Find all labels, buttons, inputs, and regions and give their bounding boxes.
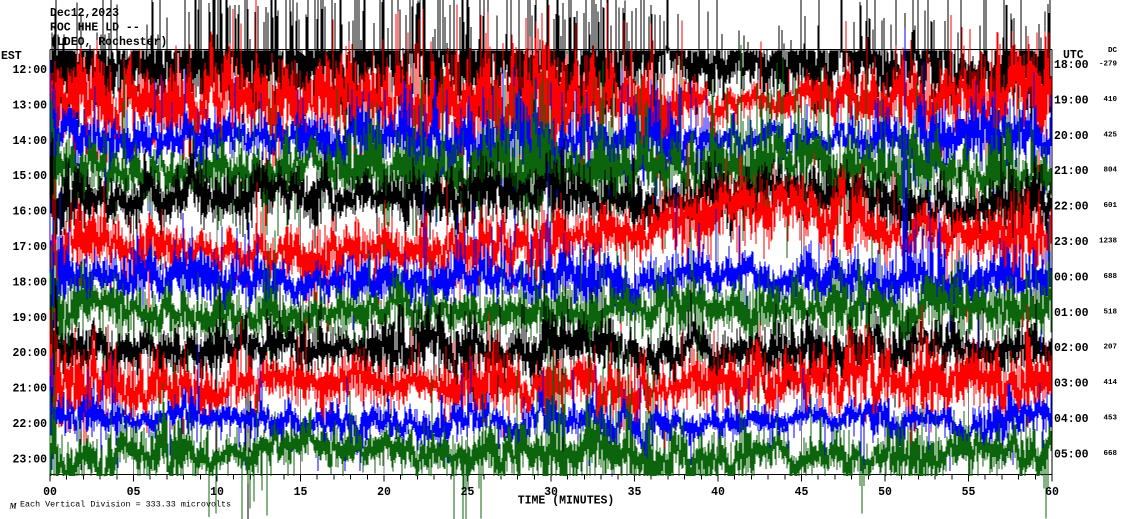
svg-text:23:00: 23:00 (1054, 236, 1089, 249)
svg-text:Dec12,2023: Dec12,2023 (50, 7, 119, 20)
svg-text:15: 15 (294, 486, 308, 499)
svg-text:21:00: 21:00 (12, 383, 47, 396)
svg-text:03:00: 03:00 (1054, 378, 1089, 391)
svg-text:TIME (MINUTES): TIME (MINUTES) (518, 495, 615, 508)
svg-text:M: M (9, 502, 18, 511)
svg-text:14:00: 14:00 (12, 135, 47, 148)
svg-text:601: 601 (1103, 202, 1117, 210)
svg-text:40: 40 (711, 486, 725, 499)
svg-text:207: 207 (1103, 344, 1117, 352)
svg-text:13:00: 13:00 (12, 99, 47, 112)
svg-text:35: 35 (628, 486, 642, 499)
svg-text:04:00: 04:00 (1054, 413, 1089, 426)
svg-text:01:00: 01:00 (1054, 307, 1089, 320)
svg-text:60: 60 (1045, 486, 1059, 499)
svg-text:DC: DC (1108, 47, 1118, 55)
svg-text:23:00: 23:00 (12, 453, 47, 466)
svg-text:410: 410 (1103, 96, 1117, 104)
svg-text:15:00: 15:00 (12, 170, 47, 183)
svg-text:Each Vertical Division = 333.: Each Vertical Division = 333.33 microvol… (20, 500, 231, 510)
svg-text:20:00: 20:00 (12, 347, 47, 360)
svg-text:21:00: 21:00 (1054, 165, 1089, 178)
svg-text:55: 55 (962, 486, 976, 499)
svg-text:05: 05 (127, 486, 141, 499)
svg-text:518: 518 (1103, 308, 1117, 316)
svg-text:-279: -279 (1099, 61, 1118, 69)
svg-text:453: 453 (1103, 415, 1117, 423)
svg-text:18:00: 18:00 (1054, 59, 1089, 72)
svg-text:19:00: 19:00 (1054, 94, 1089, 107)
svg-text:00:00: 00:00 (1054, 271, 1089, 284)
svg-text:17:00: 17:00 (12, 241, 47, 254)
svg-text:ROC HHE LD --: ROC HHE LD -- (50, 22, 140, 35)
svg-text:EST: EST (1, 50, 22, 63)
svg-text:20:00: 20:00 (1054, 130, 1089, 143)
svg-text:05:00: 05:00 (1054, 448, 1089, 461)
svg-text:688: 688 (1103, 273, 1117, 281)
svg-text:12:00: 12:00 (12, 64, 47, 77)
svg-text:22:00: 22:00 (12, 418, 47, 431)
svg-text:22:00: 22:00 (1054, 201, 1089, 214)
svg-text:20: 20 (377, 486, 391, 499)
svg-text:(LDEO, Rochester): (LDEO, Rochester) (50, 36, 167, 49)
svg-text:10: 10 (210, 486, 224, 499)
svg-text:804: 804 (1103, 167, 1117, 175)
svg-text:50: 50 (878, 486, 892, 499)
svg-text:425: 425 (1103, 131, 1117, 139)
svg-text:16:00: 16:00 (12, 206, 47, 219)
svg-text:1238: 1238 (1099, 238, 1118, 246)
svg-text:19:00: 19:00 (12, 312, 47, 325)
svg-text:02:00: 02:00 (1054, 342, 1089, 355)
svg-text:45: 45 (795, 486, 809, 499)
svg-text:25: 25 (461, 486, 475, 499)
svg-text:00: 00 (43, 486, 57, 499)
svg-text:18:00: 18:00 (12, 276, 47, 289)
svg-text:UTC: UTC (1063, 49, 1084, 62)
svg-text:30: 30 (544, 486, 558, 499)
svg-text:668: 668 (1103, 450, 1117, 458)
svg-text:414: 414 (1103, 379, 1117, 387)
